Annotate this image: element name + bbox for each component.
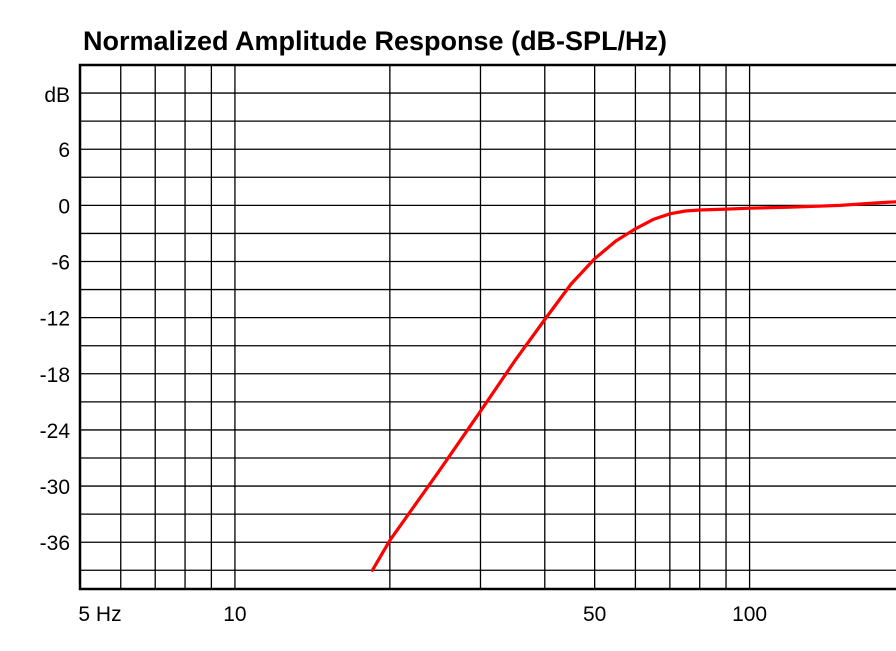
response-curve [370, 200, 896, 572]
grid-lines [80, 65, 896, 589]
y-tick-label: -12 [40, 308, 70, 331]
y-tick-label: -6 [51, 252, 70, 275]
chart-title: Normalized Amplitude Response (dB-SPL/Hz… [83, 26, 667, 56]
y-tick-label: -30 [40, 476, 70, 499]
x-tick-labels: 5 Hz 10 50 100 [78, 603, 767, 626]
y-tick-label: -36 [40, 532, 70, 555]
x-tick-label: 50 [583, 603, 606, 626]
y-tick-label: -18 [40, 364, 70, 387]
x-tick-label: 10 [223, 603, 246, 626]
curve-layer [370, 200, 896, 572]
y-unit-label: dB [44, 84, 70, 107]
y-tick-label: 6 [58, 139, 70, 162]
x-tick-label: 100 [732, 603, 767, 626]
y-tick-label: 0 [58, 195, 70, 218]
y-tick-label: -24 [40, 420, 71, 443]
plot-frame [78, 63, 896, 591]
x-tick-label: 5 Hz [78, 603, 121, 626]
y-tick-labels: 6 0 -6 -12 -18 -24 -30 -36 [40, 139, 71, 555]
